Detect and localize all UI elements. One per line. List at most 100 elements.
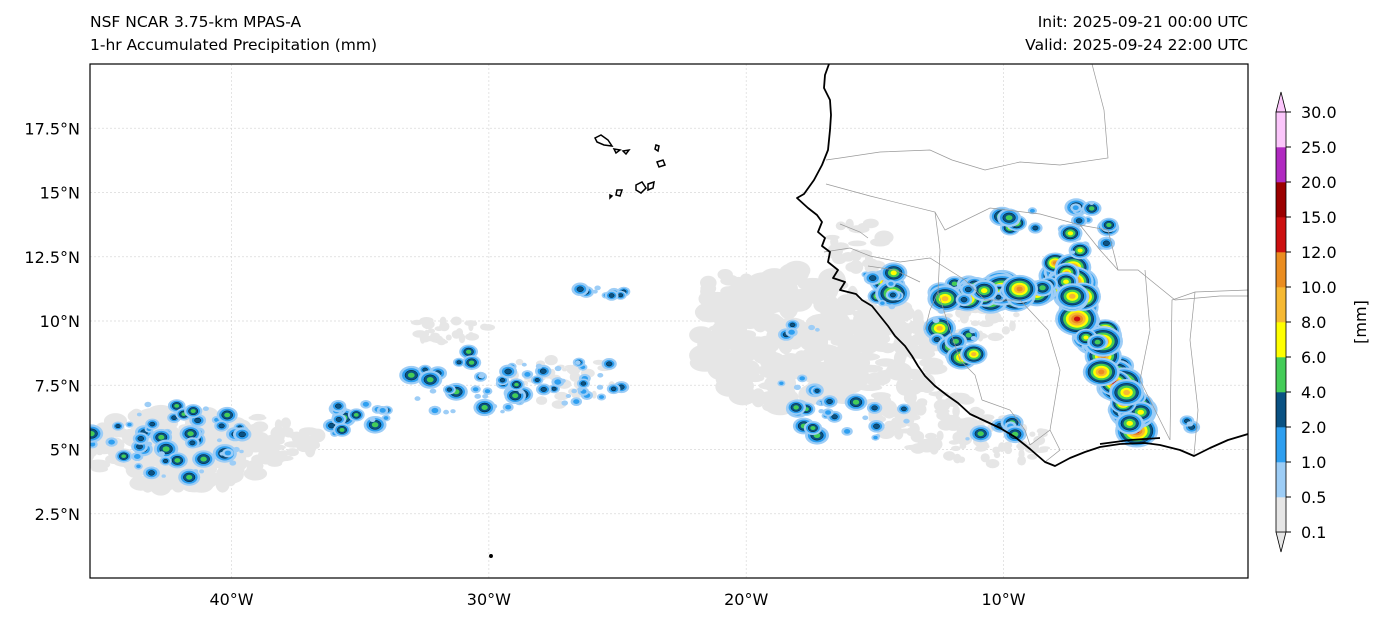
init-time: Init: 2025-09-21 00:00 UTC xyxy=(1037,13,1248,31)
border-line xyxy=(1189,291,1199,456)
light-precip-patch xyxy=(939,422,949,430)
light-precip-patch xyxy=(916,344,930,356)
precip-cell xyxy=(131,451,144,462)
light-precip-patch xyxy=(480,323,489,331)
precip-cell xyxy=(453,357,465,367)
light-precip-patch xyxy=(987,332,1004,342)
light-precip-patch xyxy=(430,332,440,339)
precip-cell xyxy=(1109,379,1145,406)
light-precip-patch xyxy=(952,405,960,418)
precip-cell xyxy=(969,328,977,334)
precip-cell xyxy=(810,386,824,396)
map-plot-area xyxy=(90,64,1248,578)
precip-cell xyxy=(132,432,149,445)
precip-cell xyxy=(886,280,896,288)
colorbar-swatch xyxy=(1276,287,1286,323)
light-precip-patch xyxy=(953,453,962,464)
precip-cell xyxy=(347,408,365,422)
precip-cell xyxy=(997,208,1021,227)
island xyxy=(612,148,622,155)
colorbar-level-label: 6.0 xyxy=(1301,348,1326,367)
light-precip-patch xyxy=(730,338,743,361)
colorbar: 0.1 0.5 1.0 2.0 4.0 6.0 8.0 10.0 12.0 15.0 20.0 25.… xyxy=(1275,91,1370,553)
precip-cell xyxy=(560,378,566,383)
precip-cell xyxy=(570,397,582,406)
island xyxy=(635,181,647,194)
colorbar-level-label: 30.0 xyxy=(1301,103,1337,122)
precip-cell xyxy=(965,437,970,441)
model-title: NSF NCAR 3.75-km MPAS-A xyxy=(90,13,302,31)
colorbar-extend-min xyxy=(1275,531,1287,553)
precip-cell xyxy=(594,285,601,291)
light-precip-patch xyxy=(943,451,956,461)
colorbar-swatch xyxy=(1276,252,1286,288)
lat-tick-label: 12.5°N xyxy=(24,248,80,267)
light-precip-patch xyxy=(286,448,299,457)
precip-cell xyxy=(521,370,534,379)
light-precip-patch xyxy=(922,363,948,375)
precip-cell xyxy=(576,378,590,389)
light-precip-patch xyxy=(734,317,748,339)
colorbar-swatch xyxy=(1276,462,1286,498)
cape-verde-islands xyxy=(489,134,666,558)
precip-cell xyxy=(399,365,424,385)
light-precip-patch xyxy=(890,322,912,330)
lat-tick-label: 2.5°N xyxy=(35,505,80,524)
light-precip-patch xyxy=(953,417,961,423)
precip-cell xyxy=(970,279,999,302)
light-precip-patch xyxy=(890,417,901,429)
light-precip-patch xyxy=(948,440,960,445)
light-precip-patch xyxy=(1018,449,1025,460)
precip-cell xyxy=(1058,224,1083,243)
light-precip-patch xyxy=(998,442,1006,453)
precip-cell xyxy=(596,384,604,390)
colorbar-swatch xyxy=(1276,392,1286,428)
precip-cell xyxy=(167,399,186,413)
light-precip-patch xyxy=(1001,326,1011,335)
precip-cell xyxy=(363,416,387,434)
precip-cell xyxy=(429,388,437,394)
precip-cell xyxy=(571,282,589,296)
light-precip-patch xyxy=(880,343,896,354)
coast-africa xyxy=(796,64,1248,467)
border-line xyxy=(1044,429,1061,463)
light-precip-patch xyxy=(951,445,961,451)
light-precip-patch xyxy=(412,330,428,338)
light-precip-patch xyxy=(433,339,448,344)
light-precip-patch xyxy=(270,431,285,443)
precip-cell xyxy=(597,373,604,378)
precip-cell xyxy=(185,437,200,449)
light-precip-patch xyxy=(451,330,462,339)
precip-cell xyxy=(136,412,142,417)
precip-cell xyxy=(866,402,883,414)
colorbar-extend-max xyxy=(1275,91,1287,113)
light-precip-patch xyxy=(241,446,254,458)
light-precip-patch xyxy=(515,358,524,366)
colorbar-swatch xyxy=(1276,182,1286,218)
light-precip-patch xyxy=(848,240,867,247)
precip-cell xyxy=(885,289,901,301)
light-precip-patch xyxy=(267,460,283,467)
precip-cell xyxy=(868,420,885,433)
colorbar-level-label: 8.0 xyxy=(1301,313,1326,332)
precip-cell xyxy=(233,446,240,453)
light-precip-patch xyxy=(778,353,803,374)
precip-cell xyxy=(785,319,800,331)
precip-cell xyxy=(785,327,798,337)
precip-cell xyxy=(969,425,992,443)
map-frame xyxy=(89,63,1249,579)
precip-cell xyxy=(571,388,577,394)
light-precip-patch xyxy=(421,319,435,330)
precip-cell xyxy=(90,424,104,443)
coast-lagoon xyxy=(1099,437,1161,445)
light-precip-patch xyxy=(857,364,884,373)
precip-cell xyxy=(1186,421,1194,427)
light-precip-patch xyxy=(544,355,558,366)
light-precip-patch xyxy=(780,269,805,278)
light-precip-patch xyxy=(743,347,757,361)
precip-cell xyxy=(601,358,617,370)
precip-cell xyxy=(938,308,945,314)
precip-cell xyxy=(561,400,568,406)
light-precip-patch xyxy=(894,427,904,440)
precip-cell xyxy=(960,283,977,296)
